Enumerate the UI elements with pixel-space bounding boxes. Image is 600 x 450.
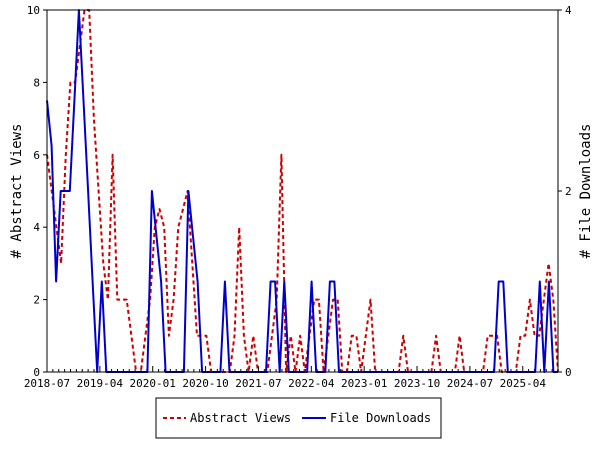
- plot-frame: [46, 9, 559, 373]
- x-tick-label: 2020-10: [182, 377, 228, 390]
- left-y-tick-label: 4: [33, 221, 40, 234]
- left-y-axis-title: # Abstract Views: [9, 124, 25, 259]
- x-tick-label: 2019-04: [77, 377, 124, 390]
- right-y-tick-label: 2: [565, 185, 572, 198]
- x-tick-label: 2018-07: [24, 377, 70, 390]
- right-y-axis: 0 2 4: [558, 4, 572, 379]
- x-tick-label: 2023-01: [341, 377, 387, 390]
- x-tick-label: 2022-04: [288, 377, 335, 390]
- left-y-tick-label: 0: [33, 366, 40, 379]
- right-y-tick-label: 4: [565, 4, 572, 17]
- left-y-tick-label: 6: [33, 149, 40, 162]
- x-tick-label: 2020-01: [130, 377, 176, 390]
- x-tick-label: 2025-04: [500, 377, 547, 390]
- x-axis: 2018-07 2019-04 2020-01 2020-10 2021-07 2022-…: [24, 366, 559, 390]
- legend-label-file-downloads: File Downloads: [330, 411, 431, 425]
- x-tick-label: 2024-07: [447, 377, 493, 390]
- left-y-axis: 0 2 4 6 8 10: [27, 4, 47, 379]
- right-y-tick-label: 0: [565, 366, 572, 379]
- x-tick-label: 2021-07: [235, 377, 281, 390]
- legend-box: [155, 397, 442, 439]
- left-y-tick-label: 2: [33, 294, 40, 307]
- left-y-tick-label: 8: [33, 76, 40, 89]
- x-tick-label: 2023-10: [394, 377, 440, 390]
- legend: Abstract Views File Downloads: [155, 397, 442, 439]
- right-y-axis-title: # File Downloads: [578, 124, 594, 259]
- left-y-tick-label: 10: [27, 4, 40, 17]
- legend-label-abstract-views: Abstract Views: [190, 411, 291, 425]
